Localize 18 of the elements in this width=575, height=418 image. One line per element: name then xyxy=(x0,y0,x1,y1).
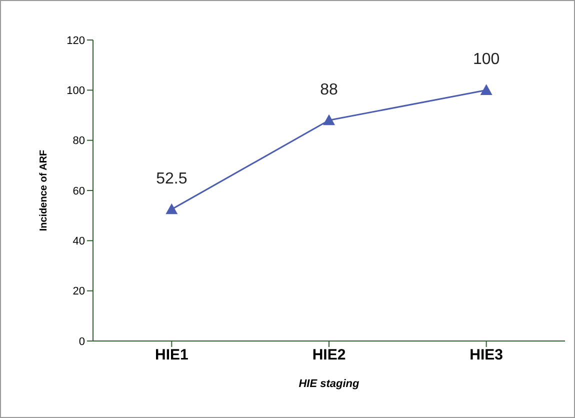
y-tick-label: 120 xyxy=(66,34,85,47)
data-label: 100 xyxy=(472,51,500,68)
y-tick-label: 0 xyxy=(78,336,85,348)
y-tick-label: 40 xyxy=(72,236,85,248)
point xyxy=(480,84,492,95)
x-tick-label: HIE3 xyxy=(470,346,504,364)
y-tick-label: 20 xyxy=(72,286,85,298)
point xyxy=(323,114,335,126)
x-tick-label: HIE1 xyxy=(154,346,188,364)
y-tick-label: 60 xyxy=(72,185,85,198)
y-tick-label: 100 xyxy=(66,85,85,98)
x-tick-label: HIE2 xyxy=(312,346,346,364)
point xyxy=(166,203,178,214)
x-axis-title: HIE staging xyxy=(298,378,360,390)
y-tick-label: 80 xyxy=(72,135,85,148)
y-axis-title: Incidence of ARF xyxy=(38,150,50,232)
data-label: 88 xyxy=(320,81,338,98)
data-label: 52.5 xyxy=(156,170,188,188)
